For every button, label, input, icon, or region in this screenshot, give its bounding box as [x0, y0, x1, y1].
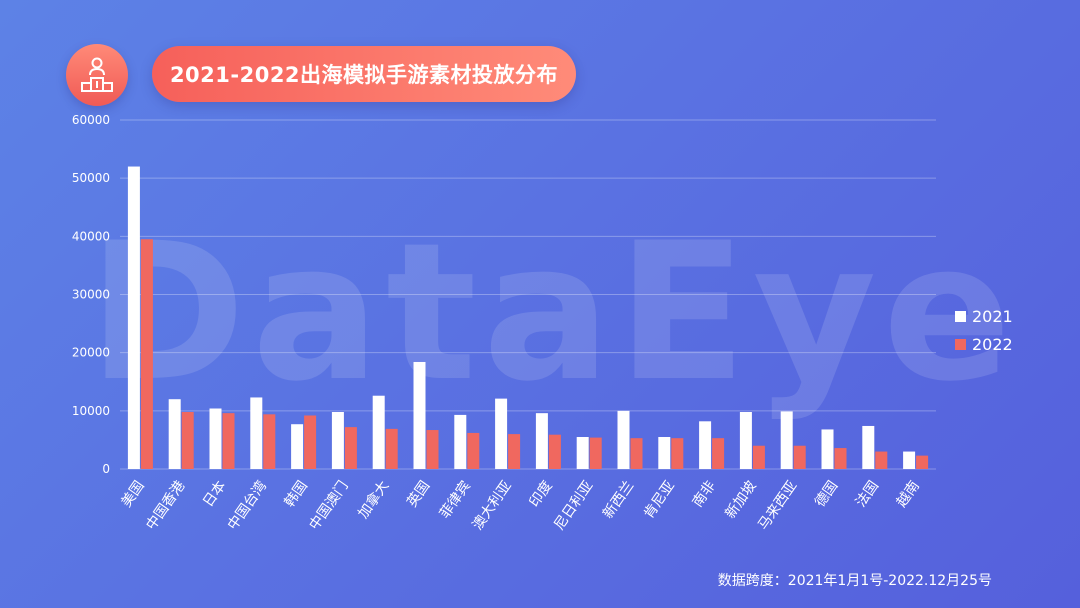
y-tick-label: 10000	[72, 404, 110, 418]
bar-2021-加拿大	[372, 395, 385, 469]
podium-badge	[66, 44, 128, 106]
data-range-note: 数据跨度：2021年1月1号-2022.12月25号	[717, 573, 992, 589]
chart-title: 2021-2022出海模拟手游素材投放分布	[152, 46, 576, 102]
bar-2021-马来西亚	[780, 411, 793, 469]
x-tick-label: 韩国	[282, 478, 311, 510]
x-tick-label: 法国	[853, 478, 882, 510]
bar-2021-新西兰	[617, 410, 630, 469]
y-tick-label: 0	[102, 462, 110, 476]
x-tick-label: 中国台湾	[224, 478, 270, 534]
x-tick-label: 美国	[119, 478, 148, 510]
x-tick-label: 南非	[690, 478, 719, 510]
podium-person-icon	[81, 57, 113, 92]
y-tick-label: 50000	[72, 171, 110, 185]
bar-2022-中国香港	[181, 411, 194, 469]
bar-2022-越南	[916, 455, 929, 469]
bar-2022-新西兰	[630, 438, 643, 469]
bar-2021-美国	[127, 166, 140, 470]
bar-2022-菲律宾	[467, 432, 480, 469]
y-tick-label: 20000	[72, 346, 110, 360]
bar-2022-南非	[712, 438, 725, 469]
x-tick-label: 印度	[527, 478, 556, 510]
bar-2021-尼日利亚	[576, 437, 589, 469]
legend-swatch-2021	[955, 311, 966, 322]
bar-2021-越南	[903, 451, 916, 469]
x-tick-label: 尼日利亚	[551, 478, 596, 533]
bar-2021-肯尼亚	[658, 437, 671, 469]
x-tick-label: 英国	[403, 478, 433, 511]
bar-2022-中国澳门	[344, 427, 357, 469]
bar-2021-印度	[535, 413, 548, 469]
bar-2022-英国	[426, 430, 439, 469]
bar-2022-日本	[222, 413, 235, 469]
bar-2021-德国	[821, 429, 834, 469]
legend-label-2021: 2021	[972, 307, 1013, 326]
bar-2021-南非	[699, 421, 712, 469]
y-tick-label: 40000	[72, 229, 110, 243]
x-tick-label: 日本	[200, 478, 229, 510]
x-tick-label: 澳大利亚	[470, 478, 515, 533]
x-tick-label: 德国	[812, 478, 841, 510]
x-tick-label: 新加坡	[722, 478, 759, 522]
bar-2022-韩国	[304, 415, 317, 469]
x-tick-label: 肯尼亚	[641, 478, 678, 522]
y-tick-label: 30000	[72, 288, 110, 302]
x-tick-label: 新西兰	[600, 478, 637, 522]
bar-2021-中国香港	[168, 399, 181, 469]
bar-2021-日本	[209, 408, 222, 469]
legend-label-2022: 2022	[972, 335, 1013, 354]
bar-2022-印度	[548, 434, 561, 469]
bar-2022-美国	[140, 239, 153, 469]
x-tick-label: 中国澳门	[306, 478, 351, 533]
bar-2022-马来西亚	[793, 445, 806, 469]
bar-2022-肯尼亚	[671, 438, 684, 469]
x-tick-label: 马来西亚	[755, 478, 800, 533]
watermark: DataEye	[88, 202, 1018, 423]
bar-2022-德国	[834, 448, 847, 469]
bar-2022-中国台湾	[263, 414, 276, 469]
bar-2021-英国	[413, 361, 426, 469]
bar-2021-法国	[862, 425, 875, 469]
bar-2021-澳大利亚	[495, 398, 508, 469]
bar-2021-新加坡	[739, 411, 752, 469]
x-tick-label: 菲律宾	[437, 478, 474, 522]
bar-2021-韩国	[291, 424, 304, 469]
bar-2021-菲律宾	[454, 414, 467, 469]
bar-2021-中国澳门	[331, 411, 344, 469]
legend-swatch-2022	[955, 339, 966, 350]
bar-2022-加拿大	[385, 428, 398, 469]
x-tick-label: 中国香港	[143, 478, 188, 533]
bar-2021-中国台湾	[250, 397, 263, 469]
x-tick-label: 加拿大	[354, 478, 392, 522]
bar-2022-新加坡	[752, 445, 765, 469]
bar-2022-法国	[875, 451, 888, 469]
bar-2022-澳大利亚	[508, 434, 521, 469]
bar-2022-尼日利亚	[589, 437, 602, 469]
x-tick-label: 越南	[894, 478, 923, 510]
y-tick-label: 60000	[72, 113, 110, 127]
